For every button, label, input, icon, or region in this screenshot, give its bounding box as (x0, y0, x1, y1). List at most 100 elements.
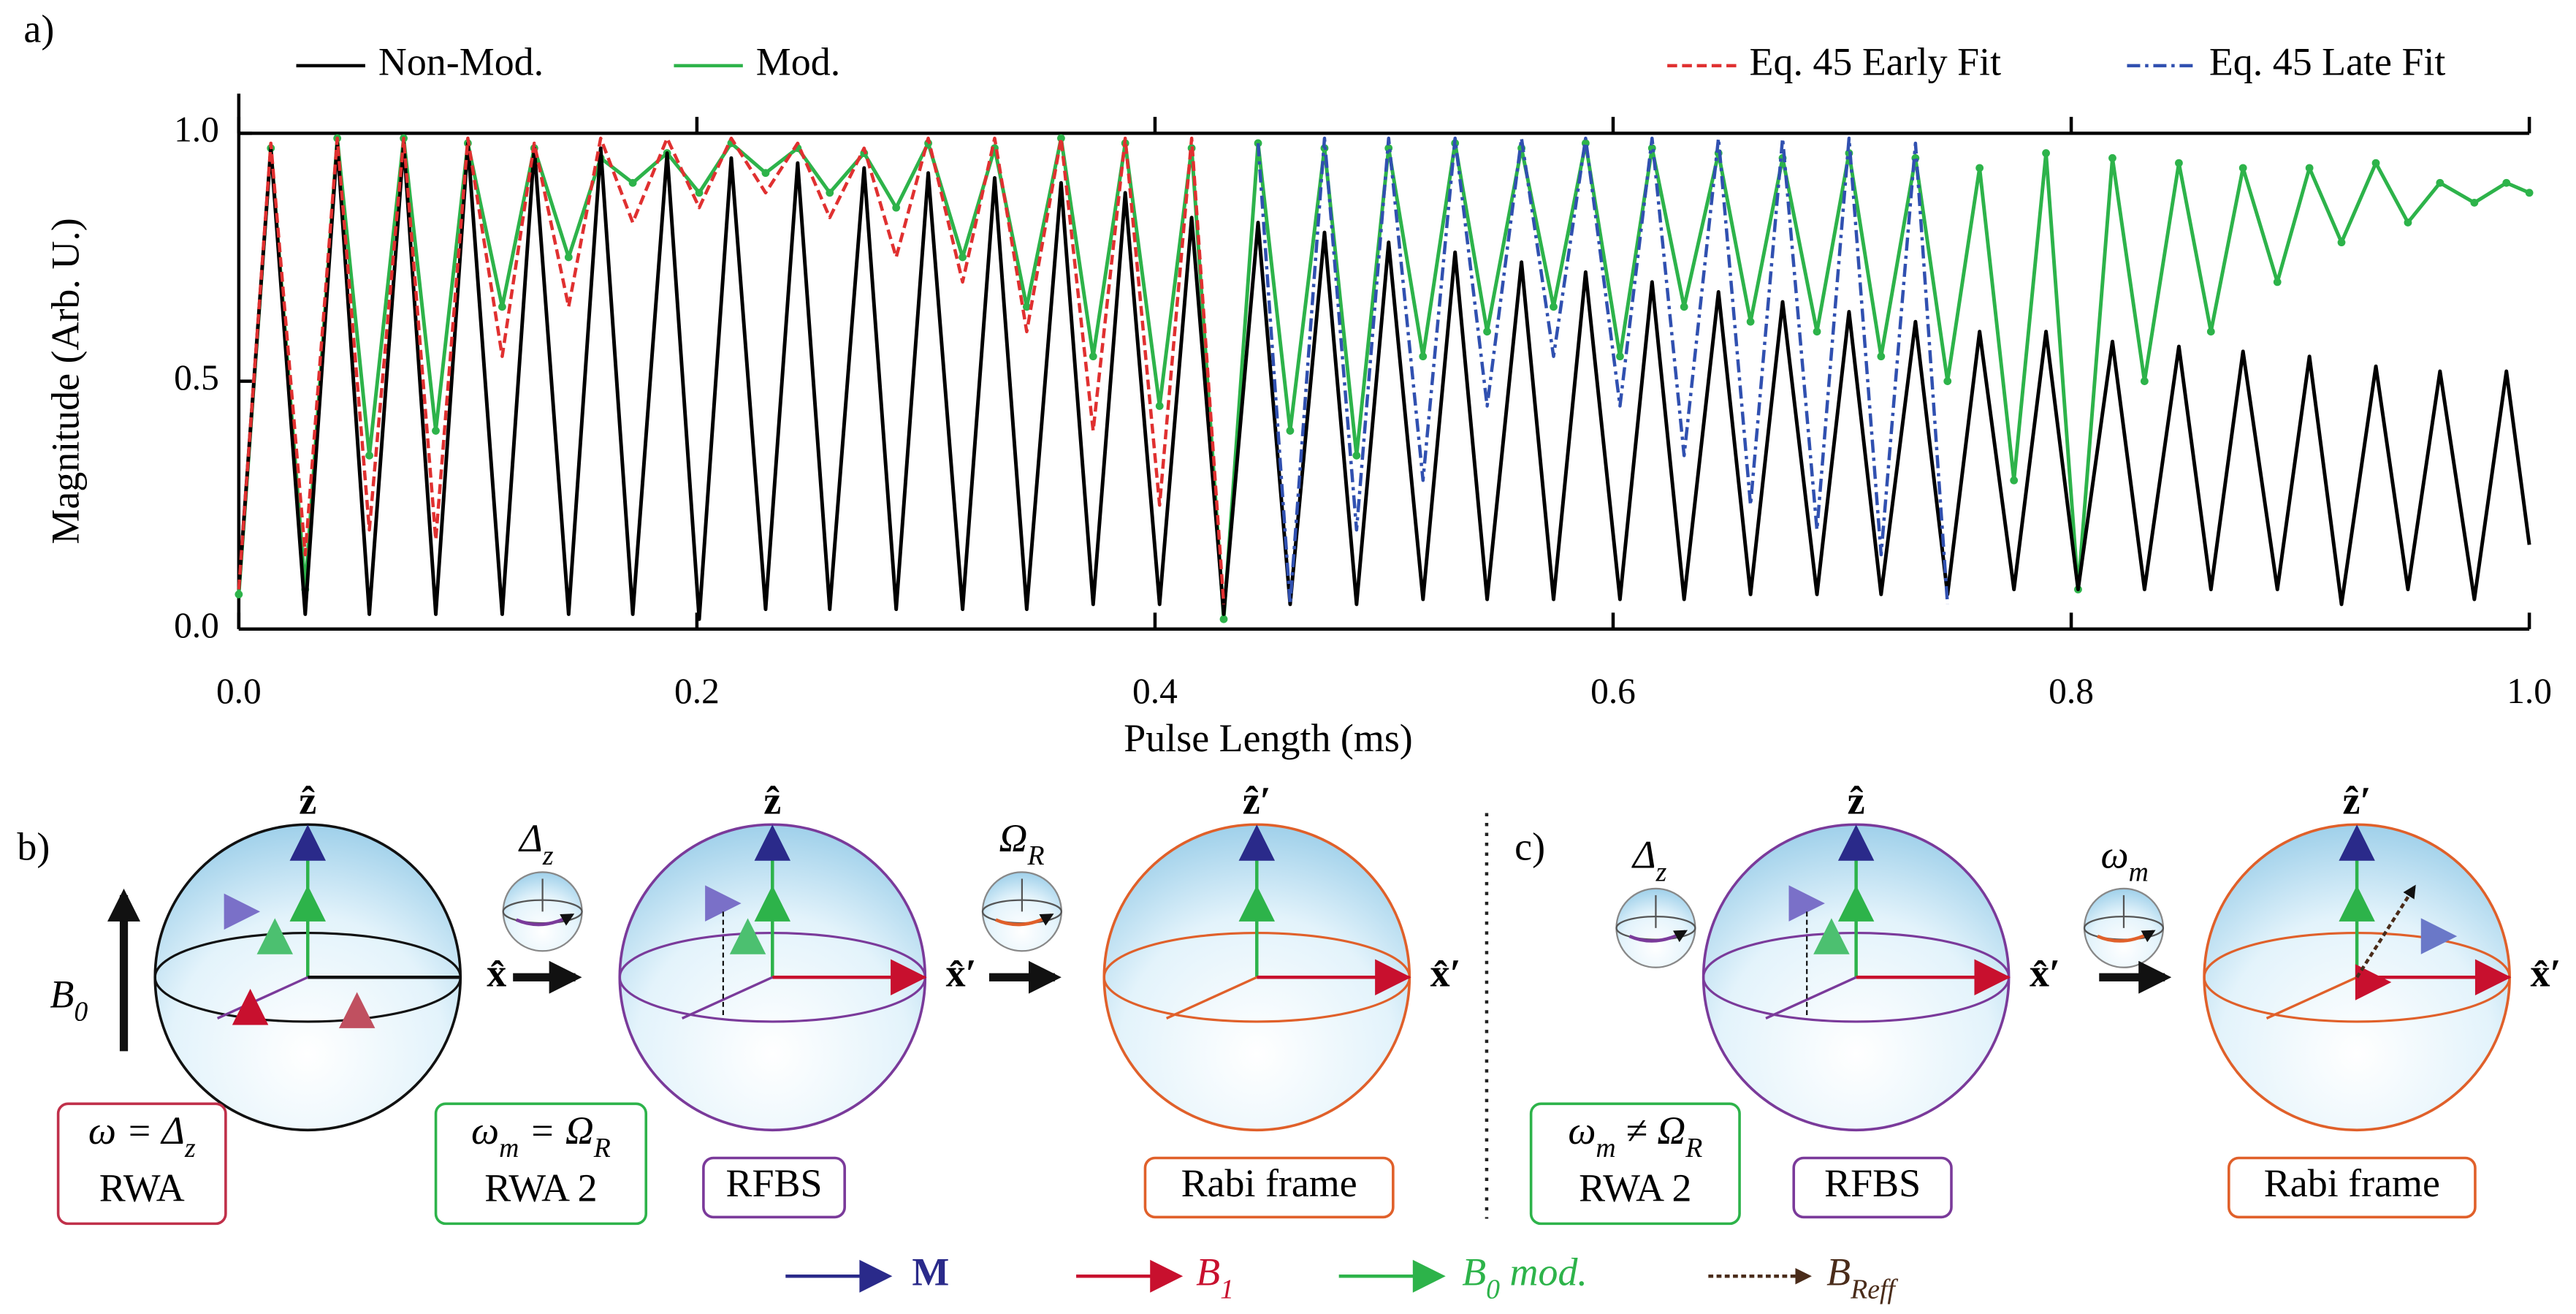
data-point (432, 427, 440, 435)
vector-head (1974, 959, 2011, 995)
y-axis-line (216, 976, 308, 1019)
text-part: B (1462, 1250, 1486, 1294)
data-point (2238, 164, 2247, 172)
vector-head (1238, 885, 1276, 922)
axis-hat-label: x̂ (487, 952, 506, 995)
subscript: 0 (1486, 1274, 1500, 1304)
legend-label: Eq. 45 Late Fit (2209, 39, 2446, 83)
label: Rabi frame (1181, 1161, 1357, 1205)
text-part: B (50, 973, 74, 1017)
data-point (2404, 219, 2412, 227)
data-point (761, 169, 770, 178)
data-point (1089, 352, 1097, 361)
axis-hat-label: x̂′ (1430, 952, 1461, 995)
small-rotation (515, 913, 575, 927)
data-point (1943, 377, 1952, 385)
vector-head (891, 959, 927, 995)
text-part: ω (1568, 1109, 1596, 1152)
data-point (1352, 451, 1361, 460)
vector-head (2339, 824, 2375, 861)
data-point (1022, 303, 1031, 311)
label: ωm​ = ΩR​ (471, 1109, 611, 1163)
subscript: m (2129, 857, 2149, 887)
text-part: RWA 2 (484, 1166, 597, 1210)
text-part: mod. (1500, 1250, 1588, 1294)
label: M (912, 1250, 949, 1294)
y-axis-line (2266, 976, 2358, 1019)
series-line (237, 136, 2531, 621)
vector-head (338, 992, 376, 1028)
text-part: RFBS (726, 1161, 823, 1205)
subscript: z (542, 840, 554, 871)
axis-hat-label: x̂′ (2531, 952, 2561, 995)
vector-head (256, 918, 294, 954)
data-point (1680, 303, 1688, 311)
y-axis-line (1165, 976, 1257, 1019)
data-point (892, 203, 901, 212)
data-point (2206, 327, 2215, 336)
axis-hat-label: ẑ′ (1243, 779, 1271, 823)
label: ωm​ (2101, 833, 2149, 887)
y-tick-label: 0.0 (174, 605, 219, 645)
subscript: Reff (1850, 1274, 1898, 1304)
subscript: m (499, 1133, 519, 1163)
label: RWA 2 (1579, 1166, 1691, 1210)
b-reff (2355, 884, 2416, 979)
label: RWA (99, 1166, 185, 1210)
subscript: m (1596, 1133, 1615, 1163)
legend-label: Mod. (756, 39, 840, 83)
data-point (235, 590, 243, 599)
data-point (1155, 402, 1164, 410)
subscript: R (593, 1133, 611, 1163)
subscript: 0 (74, 996, 88, 1027)
panel-label: a) (23, 7, 54, 50)
data-point (1975, 164, 1984, 172)
data-point (2502, 178, 2511, 187)
x-tick-label: 0.8 (2049, 671, 2094, 711)
vector-head (1238, 824, 1276, 861)
y-tick-label: 1.0 (174, 110, 219, 150)
x-axis-label: Pulse Length (ms) (1124, 716, 1413, 760)
data-point (2010, 476, 2019, 485)
series-line (237, 141, 2531, 621)
text-part: ω = Δ (88, 1109, 185, 1152)
data-point (2337, 238, 2346, 247)
vector-head (224, 893, 261, 930)
data-point (826, 189, 834, 197)
vector-head (1375, 959, 1411, 995)
x-tick-label: 0.0 (216, 671, 262, 711)
data-point (2108, 153, 2116, 162)
label: Δz​ (1631, 833, 1667, 887)
data-point (959, 253, 967, 262)
label: RWA 2 (484, 1166, 597, 1210)
text-part: Δ (518, 816, 543, 860)
x-tick-label: 0.2 (674, 671, 720, 711)
x-tick-label: 0.6 (1590, 671, 1636, 711)
data-point (498, 303, 506, 311)
data-point (1616, 352, 1624, 361)
subscript: z (1655, 857, 1667, 887)
panel-label: c) (1514, 825, 1545, 869)
text-part: M (912, 1250, 949, 1294)
text-part: RWA 2 (1579, 1166, 1691, 1210)
data-point (1286, 427, 1295, 435)
legend-label: Eq. 45 Early Fit (1750, 39, 2002, 83)
label-box (1529, 1102, 1741, 1226)
vector-head (754, 885, 791, 922)
vector-head (729, 918, 766, 954)
vector-head (289, 885, 326, 922)
text-part: ω (2101, 833, 2129, 877)
label: RFBS (1824, 1161, 1921, 1205)
data-point (1877, 352, 1886, 361)
data-point (695, 189, 704, 197)
small-rotation (2097, 930, 2156, 943)
label: B0​ (50, 973, 88, 1027)
vector-head (1813, 918, 1850, 954)
data-point (564, 253, 573, 262)
label: RFBS (726, 1161, 823, 1205)
label: B1​ (1196, 1250, 1234, 1304)
vector-head (1795, 1268, 1812, 1285)
subscript: z (184, 1133, 196, 1163)
subscript: R (1685, 1133, 1702, 1163)
